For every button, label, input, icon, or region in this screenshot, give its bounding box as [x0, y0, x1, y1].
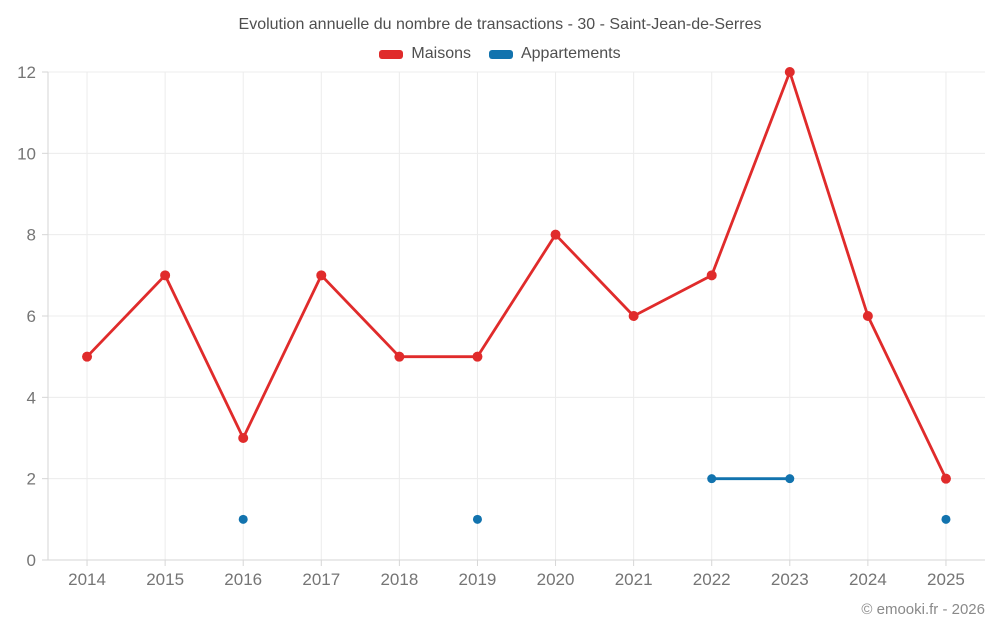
maisons-swatch-icon: [379, 49, 404, 59]
series-maisons: [82, 67, 951, 484]
chart-legend: Maisons Appartements: [0, 45, 1000, 63]
gridlines: [48, 71, 985, 560]
appartements-swatch-icon: [488, 49, 513, 59]
svg-text:4: 4: [27, 388, 36, 407]
chart-footer: © emooki.fr - 2026: [861, 601, 985, 618]
svg-text:2017: 2017: [302, 570, 340, 589]
legend-item-maisons[interactable]: Maisons: [379, 45, 471, 63]
data-point[interactable]: [472, 351, 483, 362]
data-point[interactable]: [160, 270, 171, 281]
svg-text:0: 0: [27, 551, 36, 570]
svg-text:2018: 2018: [380, 570, 418, 589]
data-point[interactable]: [628, 311, 639, 321]
chart-title: Evolution annuelle du nombre de transact…: [238, 16, 762, 33]
svg-text:8: 8: [27, 226, 36, 245]
svg-text:2019: 2019: [459, 570, 497, 589]
svg-text:2: 2: [27, 470, 36, 489]
svg-text:2025: 2025: [927, 570, 965, 589]
data-point[interactable]: [394, 351, 405, 362]
legend-label-maisons: Maisons: [411, 45, 471, 62]
svg-text:2016: 2016: [224, 570, 262, 589]
svg-text:2020: 2020: [537, 570, 575, 589]
svg-text:2015: 2015: [146, 570, 184, 589]
y-axis-labels: 0 2 4 6 8 10 12: [17, 63, 36, 570]
svg-text:2022: 2022: [693, 570, 731, 589]
data-point[interactable]: [472, 514, 482, 524]
axes: [42, 71, 985, 566]
series-line: [85, 70, 948, 481]
data-point[interactable]: [784, 67, 795, 77]
data-point[interactable]: [238, 514, 248, 524]
series-appartements: [238, 474, 951, 524]
svg-text:2021: 2021: [615, 570, 653, 589]
data-point[interactable]: [940, 473, 951, 484]
data-point[interactable]: [238, 433, 249, 443]
svg-text:2024: 2024: [849, 570, 887, 589]
data-point[interactable]: [707, 474, 717, 484]
data-point[interactable]: [862, 311, 873, 321]
svg-text:10: 10: [17, 144, 36, 163]
data-point[interactable]: [316, 270, 327, 281]
legend-item-appartements[interactable]: Appartements: [488, 45, 621, 63]
data-point[interactable]: [706, 270, 717, 281]
svg-text:12: 12: [17, 63, 36, 82]
data-point[interactable]: [550, 229, 561, 240]
svg-text:2023: 2023: [771, 570, 809, 589]
data-point[interactable]: [941, 514, 951, 524]
data-point[interactable]: [785, 474, 795, 484]
data-point[interactable]: [82, 351, 93, 362]
legend-label-appartements: Appartements: [520, 45, 621, 62]
x-axis-labels: 2014 2015 2016 2017 2018 2019 2020 2021 2022 2023…: [68, 570, 965, 589]
svg-text:6: 6: [27, 307, 36, 326]
svg-text:2014: 2014: [68, 570, 106, 589]
